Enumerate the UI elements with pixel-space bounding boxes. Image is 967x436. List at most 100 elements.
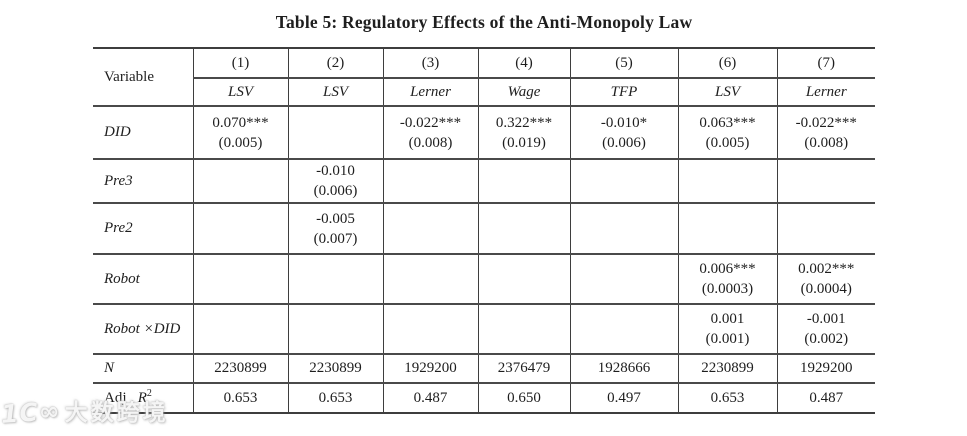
coefficient: -0.005	[316, 210, 355, 227]
n-cell: 2230899	[677, 354, 777, 383]
n-cell: 1929200	[776, 354, 875, 383]
variable-column-header: Variable	[104, 68, 154, 85]
model-number-header: (5)	[569, 48, 678, 78]
std-error: (0.001)	[705, 331, 750, 347]
model-number-header: (7)	[776, 48, 875, 78]
coef-cell: -0.010 (0.006)	[287, 159, 383, 203]
coef-cell	[569, 304, 678, 354]
adj-label-r: R	[137, 389, 147, 406]
coef-cell	[382, 254, 478, 304]
row-label-pre3: Pre3	[104, 172, 133, 189]
coef-cell: 0.063*** (0.005)	[677, 106, 777, 159]
coefficient: 0.001	[710, 311, 745, 327]
coef-cell	[477, 159, 570, 203]
n-cell: 2230899	[192, 354, 288, 383]
dep-var-header: LSV	[677, 78, 777, 106]
coef-cell: -0.010* (0.006)	[569, 106, 678, 159]
coef-cell	[192, 304, 288, 354]
coef-cell	[477, 254, 570, 304]
coef-cell	[569, 254, 678, 304]
row-label-robot: Robot	[104, 270, 140, 287]
dep-var-header: Lerner	[382, 78, 478, 106]
row-label-adj-r-squared: Adj . R2	[93, 383, 193, 413]
coef-cell: 0.322*** (0.019)	[477, 106, 570, 159]
std-error: (0.0003)	[701, 281, 754, 297]
coef-cell: -0.022*** (0.008)	[776, 106, 875, 159]
coefficient: -0.022***	[399, 114, 462, 131]
std-error: (0.008)	[408, 134, 453, 151]
model-number-header: (1)	[192, 48, 288, 78]
coef-cell	[569, 203, 678, 254]
model-number-header: (4)	[477, 48, 570, 78]
n-cell: 1928666	[569, 354, 678, 383]
header-row-dependent-vars: LSV LSV Lerner Wage TFP LSV Lerner	[93, 78, 875, 106]
table-row-pre2: Pre2 -0.005 (0.007)	[93, 203, 875, 254]
coefficient: -0.010	[316, 163, 355, 179]
coef-cell: 0.006*** (0.0003)	[677, 254, 777, 304]
watermark-logo-icon: 1C∞	[0, 395, 62, 430]
coef-cell	[477, 304, 570, 354]
table-row-did: DID 0.070*** (0.005) -0.022*** (0.008) 0.3…	[93, 106, 875, 159]
coefficient: 0.002***	[798, 261, 855, 277]
coefficient: 0.063***	[699, 114, 756, 131]
table-row-robot: Robot 0.006*** (0.0003) 0.002*** (0.0004)	[93, 254, 875, 304]
table-row-observations: N 2230899 2230899 1929200 2376479 192866…	[93, 354, 875, 383]
adj-r2-cell: 0.653	[287, 383, 383, 413]
std-error: (0.005)	[218, 134, 263, 151]
coefficient: -0.010*	[600, 114, 648, 131]
std-error: (0.007)	[313, 230, 358, 247]
coef-cell: 0.002*** (0.0004)	[776, 254, 875, 304]
coef-cell	[382, 304, 478, 354]
coef-cell: -0.001 (0.002)	[776, 304, 875, 354]
coef-cell	[287, 106, 383, 159]
adj-r2-cell: 0.487	[776, 383, 875, 413]
adj-label-superscript: 2	[146, 387, 152, 399]
header-row-model-numbers: Variable (1) (2) (3) (4) (5) (6) (7)	[93, 48, 875, 85]
std-error: (0.008)	[804, 134, 849, 151]
coefficient: 0.070***	[212, 114, 269, 131]
adj-label-prefix: Adj .	[104, 389, 138, 406]
n-cell: 2230899	[287, 354, 383, 383]
coef-cell	[477, 203, 570, 254]
std-error: (0.006)	[313, 183, 358, 199]
coef-cell	[192, 159, 288, 203]
coef-cell	[382, 203, 478, 254]
table-row-robot-x-did: Robot ×DID 0.001 (0.001) -0.001 (0.002)	[93, 304, 875, 354]
row-label-pre2: Pre2	[104, 220, 133, 236]
row-label-robot-x-did: Robot ×DID	[104, 320, 181, 337]
adj-r2-cell: 0.653	[677, 383, 777, 413]
table-row-adj-r-squared: Adj . R2 0.653 0.653 0.487 0.650 0.497 0…	[93, 383, 875, 413]
dep-var-header: LSV	[287, 78, 383, 106]
n-cell: 2376479	[477, 354, 570, 383]
std-error: (0.0004)	[800, 281, 852, 297]
coefficient: 0.006***	[699, 261, 756, 277]
row-label-did: DID	[104, 124, 131, 140]
coefficient: -0.022***	[795, 114, 857, 131]
n-cell: 1929200	[382, 354, 478, 383]
dep-var-header: TFP	[569, 78, 678, 106]
regression-table: Variable (1) (2) (3) (4) (5) (6) (7) LSV…	[93, 47, 875, 414]
coef-cell: -0.022*** (0.008)	[382, 106, 478, 159]
coef-cell: -0.005 (0.007)	[287, 203, 383, 254]
std-error: (0.005)	[705, 134, 750, 151]
adj-r2-cell: 0.650	[477, 383, 570, 413]
std-error: (0.006)	[602, 134, 646, 151]
table-row-pre3: Pre3 -0.010 (0.006)	[93, 159, 875, 203]
adj-r2-cell: 0.653	[192, 383, 288, 413]
regression-table-container: Variable (1) (2) (3) (4) (5) (6) (7) LSV…	[93, 47, 875, 414]
coefficient: -0.001	[806, 311, 846, 327]
std-error: (0.019)	[502, 134, 546, 151]
page-title: Table 5: Regulatory Effects of the Anti-…	[275, 12, 693, 32]
coef-cell	[776, 159, 875, 203]
coef-cell	[677, 203, 777, 254]
model-number-header: (6)	[677, 48, 777, 78]
coef-cell	[192, 203, 288, 254]
coef-cell: 0.001 (0.001)	[677, 304, 777, 354]
model-number-header: (3)	[382, 48, 478, 78]
coef-cell	[382, 159, 478, 203]
adj-r2-cell: 0.487	[382, 383, 478, 413]
dep-var-header: Lerner	[776, 78, 875, 106]
coef-cell: 0.070*** (0.005)	[192, 106, 288, 159]
model-number-header: (2)	[287, 48, 383, 78]
coef-cell	[776, 203, 875, 254]
